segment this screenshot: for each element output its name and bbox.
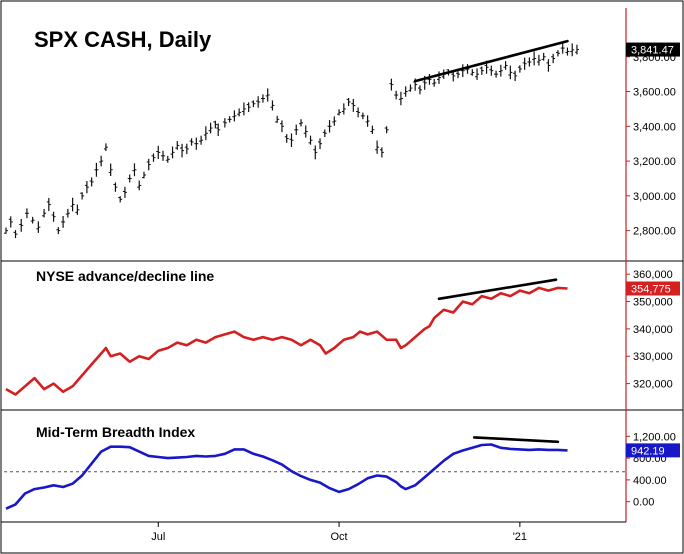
trendline xyxy=(413,39,569,83)
time-tick-label: Jul xyxy=(151,531,165,543)
axis-tick-label: 2,800.00 xyxy=(633,226,676,238)
last-value-label: 942.19 xyxy=(631,445,665,457)
axis-tick-label: 3,600.00 xyxy=(633,87,676,99)
axis-tick-label: 340,000 xyxy=(633,324,673,336)
panel-title-breadth: Mid-Term Breadth Index xyxy=(36,424,195,440)
panel-title-spx: SPX CASH, Daily xyxy=(34,27,212,52)
spx-last-value-group: 3,841.47 xyxy=(626,42,680,57)
breadth-trendline-group xyxy=(472,436,560,444)
axis-tick-label: 0.00 xyxy=(633,497,654,509)
axis-tick-label: 320,000 xyxy=(633,379,673,391)
time-axis: Jul Oct '21 xyxy=(151,522,527,543)
ad-axis-ticks: 360,000 350,000 340,000 330,000 320,000 xyxy=(626,269,673,391)
axis-tick-label: 330,000 xyxy=(633,351,673,363)
panel-spx: SPX CASH, Daily 3,800.003,600.003,400.00… xyxy=(4,27,680,239)
breadth-line-group xyxy=(5,443,568,510)
last-value-label: 3,841.47 xyxy=(631,45,674,57)
trendline xyxy=(472,436,560,444)
last-value-badge xyxy=(626,443,680,458)
panel-advance-decline: NYSE advance/decline line 360,000 350,000… xyxy=(5,268,680,396)
last-value-badge xyxy=(626,42,680,57)
axis-tick-label: 350,000 xyxy=(633,297,673,309)
axis-tick-label: 3,400.00 xyxy=(633,121,676,133)
axis-tick-label: 400.00 xyxy=(633,475,667,487)
spx-price-bars xyxy=(4,42,579,239)
ad-trendline-group xyxy=(437,278,558,301)
spx-axis-ticks: 3,800.003,600.003,400.003,200.003,000.00… xyxy=(626,52,676,238)
last-value-label: 354,775 xyxy=(631,283,671,295)
time-tick-label: Oct xyxy=(331,531,348,543)
time-tick-label: '21 xyxy=(513,531,527,543)
panel-breadth: Mid-Term Breadth Index 1,200.00800.00400… xyxy=(4,424,680,510)
last-value-badge xyxy=(626,281,680,296)
ad-last-value-group: 354,775 xyxy=(626,281,680,296)
axis-tick-label: 3,200.00 xyxy=(633,156,676,168)
breadth-last-value-group: 942.19 xyxy=(626,443,680,458)
axis-tick-label: 1,200.00 xyxy=(633,431,676,443)
trendline xyxy=(437,278,558,301)
series-line xyxy=(5,286,568,396)
ad-line-group xyxy=(5,286,568,396)
axis-tick-label: 360,000 xyxy=(633,269,673,281)
spx-trendline-group xyxy=(413,39,569,83)
axis-tick-label: 3,000.00 xyxy=(633,191,676,203)
panel-title-ad: NYSE advance/decline line xyxy=(36,268,214,284)
series-line xyxy=(5,443,568,510)
